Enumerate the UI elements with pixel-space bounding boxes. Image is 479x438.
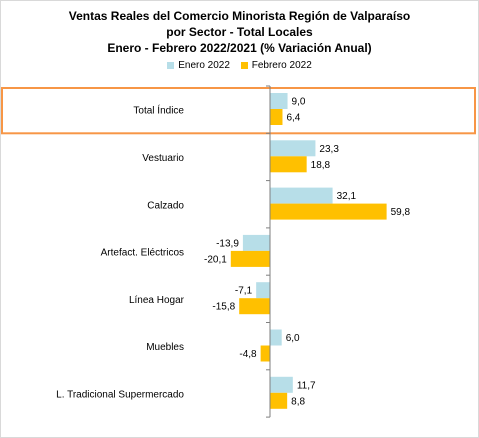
legend-label-febrero: Febrero 2022 (251, 60, 312, 71)
data-label-enero-l-tradicional-supermercado: 11,7 (297, 380, 316, 391)
category-label-total-indice: Total Índice (133, 104, 184, 117)
legend-swatch-enero (167, 62, 175, 69)
data-label-enero-vestuario: 23,3 (319, 144, 339, 155)
data-label-enero-artefact-electricos: -13,9 (216, 238, 239, 249)
bar-enero-l-tradicional-supermercado (270, 376, 293, 393)
data-label-febrero-vestuario: 18,8 (311, 160, 331, 171)
data-label-febrero-l-tradicional-supermercado: 8,8 (291, 396, 305, 407)
legend-item-enero: Enero 2022 (167, 60, 230, 71)
chart-title-line-1: Ventas Reales del Comercio Minorista Reg… (68, 9, 411, 23)
data-label-enero-muebles: 6,0 (286, 333, 300, 344)
category-label-vestuario: Vestuario (142, 153, 184, 164)
data-label-enero-linea-hogar: -7,1 (235, 286, 253, 297)
bar-enero-muebles (270, 329, 282, 346)
data-label-enero-calzado: 32,1 (337, 191, 357, 202)
bar-febrero-l-tradicional-supermercado (270, 392, 288, 409)
highlight-box (1, 87, 476, 135)
category-label-calzado: Calzado (147, 200, 184, 211)
data-label-febrero-artefact-electricos: -20,1 (204, 254, 227, 265)
bar-febrero-linea-hogar (239, 298, 270, 315)
bar-enero-artefact-electricos (242, 234, 270, 251)
legend-swatch-febrero (240, 62, 248, 69)
data-label-febrero-linea-hogar: -15,8 (212, 302, 235, 313)
bar-febrero-total-indice (270, 109, 283, 125)
data-label-febrero-muebles: -4,8 (239, 349, 257, 360)
chart-title-line-3: Enero - Febrero 2022/2021 (% Variación A… (107, 41, 372, 55)
category-label-l-tradicional-supermercado: L. Tradicional Supermercado (56, 389, 184, 400)
bar-enero-total-indice (270, 93, 288, 109)
bar-enero-vestuario (270, 140, 316, 157)
bar-febrero-vestuario (270, 156, 307, 173)
chart-title-line-2: por Sector - Total Locales (166, 25, 313, 39)
legend-item-febrero: Febrero 2022 (240, 60, 312, 71)
data-label-febrero-total-indice: 6,4 (286, 113, 300, 124)
legend-label-enero: Enero 2022 (178, 60, 230, 71)
bar-enero-linea-hogar (256, 282, 270, 299)
bar-febrero-muebles (260, 345, 270, 362)
chart-legend: Enero 2022 Febrero 2022 (0, 60, 479, 74)
category-label-muebles: Muebles (146, 342, 184, 353)
bar-febrero-calzado (270, 203, 387, 220)
data-label-febrero-calzado: 59,8 (391, 207, 411, 218)
bar-febrero-artefact-electricos (230, 250, 270, 267)
category-label-linea-hogar: Línea Hogar (129, 295, 185, 306)
data-label-enero-total-indice: 9,0 (292, 97, 306, 108)
bar-enero-calzado (270, 187, 333, 204)
category-label-artefact-electricos: Artefact. Eléctricos (101, 248, 184, 259)
